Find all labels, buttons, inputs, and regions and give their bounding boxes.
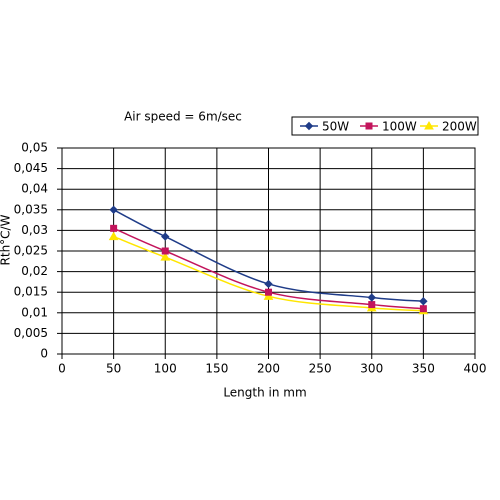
legend-marker <box>424 120 434 130</box>
y-tick-label: 0,035 <box>14 202 48 216</box>
x-tick-label: 350 <box>412 362 435 376</box>
marker <box>264 279 273 289</box>
legend-marker <box>365 122 373 130</box>
x-tick-label: 250 <box>309 362 332 376</box>
marker <box>419 305 427 313</box>
marker <box>161 247 169 255</box>
marker <box>367 293 376 302</box>
marker <box>419 297 428 306</box>
y-tick-label: 0,05 <box>21 141 48 155</box>
legend-label: 100W <box>382 120 417 134</box>
marker <box>265 288 272 296</box>
legend-marker <box>304 121 314 131</box>
x-tick-label: 200 <box>257 362 280 376</box>
marker <box>109 205 118 215</box>
y-tick-label: 0,04 <box>21 182 48 196</box>
y-tick-label: 0,01 <box>21 305 48 319</box>
marker <box>263 291 274 300</box>
y-tick-label: 0,015 <box>14 285 48 299</box>
marker <box>161 232 170 241</box>
y-axis-label: Rth°C/W <box>0 214 13 265</box>
y-tick-label: 0 <box>40 347 48 361</box>
legend-label: 50W <box>322 120 349 134</box>
marker <box>368 301 376 309</box>
chart-title: Air speed = 6m/sec <box>124 110 242 124</box>
y-tick-label: 0,02 <box>21 264 48 278</box>
marker <box>108 231 119 241</box>
y-tick-label: 0,03 <box>21 223 48 237</box>
y-tick-label: 0,045 <box>14 161 48 175</box>
x-tick-label: 0 <box>58 362 66 376</box>
x-tick-label: 100 <box>154 362 177 376</box>
x-axis-label: Length in mm <box>223 386 306 400</box>
x-tick-label: 50 <box>106 362 121 376</box>
y-tick-label: 0,005 <box>14 326 48 340</box>
x-tick-label: 400 <box>464 362 487 376</box>
x-tick-label: 150 <box>205 362 228 376</box>
marker <box>110 224 118 232</box>
y-tick-label: 0,025 <box>14 244 48 258</box>
legend-box <box>291 116 479 136</box>
marker <box>160 252 171 261</box>
legend-label: 200W <box>442 120 477 134</box>
x-tick-label: 300 <box>360 362 383 376</box>
